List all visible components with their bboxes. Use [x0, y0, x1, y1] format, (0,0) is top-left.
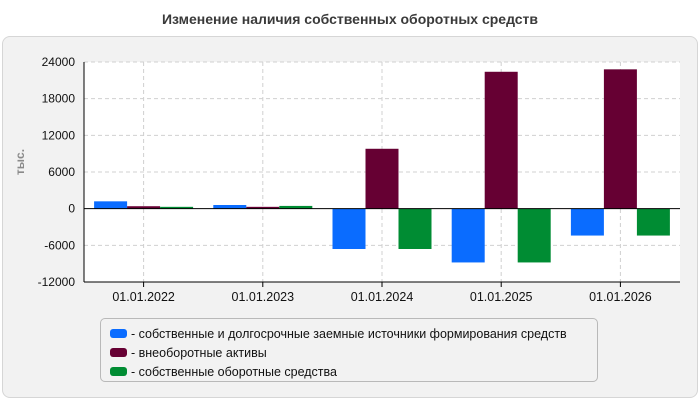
- y-tick-label: 24000: [42, 55, 76, 69]
- bar: [570, 208, 604, 236]
- y-tick-label: 6000: [48, 165, 75, 179]
- bar: [398, 208, 432, 249]
- x-tick-label: 01.01.2026: [589, 290, 652, 304]
- bar: [213, 205, 247, 209]
- legend-label: - внеоборотные активы: [131, 345, 267, 360]
- bar: [517, 208, 551, 263]
- bar: [484, 71, 518, 209]
- y-tick-label: 18000: [42, 92, 76, 106]
- x-tick-label: 01.01.2024: [351, 290, 414, 304]
- legend-swatch-maroon: [110, 348, 127, 357]
- x-tick-label: 01.01.2025: [470, 290, 533, 304]
- bar: [332, 208, 366, 249]
- legend-label: - собственные и долгосрочные заемные ист…: [131, 326, 567, 341]
- legend-item-noncurrent-assets: - внеоборотные активы: [101, 343, 597, 362]
- bar: [246, 206, 280, 209]
- chart-title: Изменение наличия собственных оборотных …: [161, 11, 539, 27]
- y-axis-label: тыс.: [13, 149, 27, 175]
- x-tick-label: 01.01.2022: [112, 290, 175, 304]
- bar: [636, 208, 670, 236]
- bar: [365, 148, 399, 209]
- y-tick-label: 0: [68, 202, 75, 216]
- legend-swatch-green: [110, 367, 127, 376]
- bar: [603, 69, 637, 209]
- bar: [127, 206, 161, 209]
- bar: [451, 208, 485, 263]
- legend-item-sources: - собственные и долгосрочные заемные ист…: [101, 324, 597, 343]
- y-tick-label: -12000: [38, 275, 76, 289]
- bar: [279, 205, 313, 209]
- legend-swatch-blue: [110, 329, 127, 338]
- bar: [160, 206, 194, 209]
- y-tick-label: -6000: [44, 238, 75, 252]
- y-tick-label: 12000: [42, 128, 76, 142]
- legend-label: - собственные оборотные средства: [131, 364, 337, 379]
- legend: - собственные и долгосрочные заемные ист…: [100, 318, 598, 382]
- bar: [94, 201, 128, 209]
- x-tick-label: 01.01.2023: [232, 290, 295, 304]
- legend-item-working-capital: - собственные оборотные средства: [101, 362, 597, 381]
